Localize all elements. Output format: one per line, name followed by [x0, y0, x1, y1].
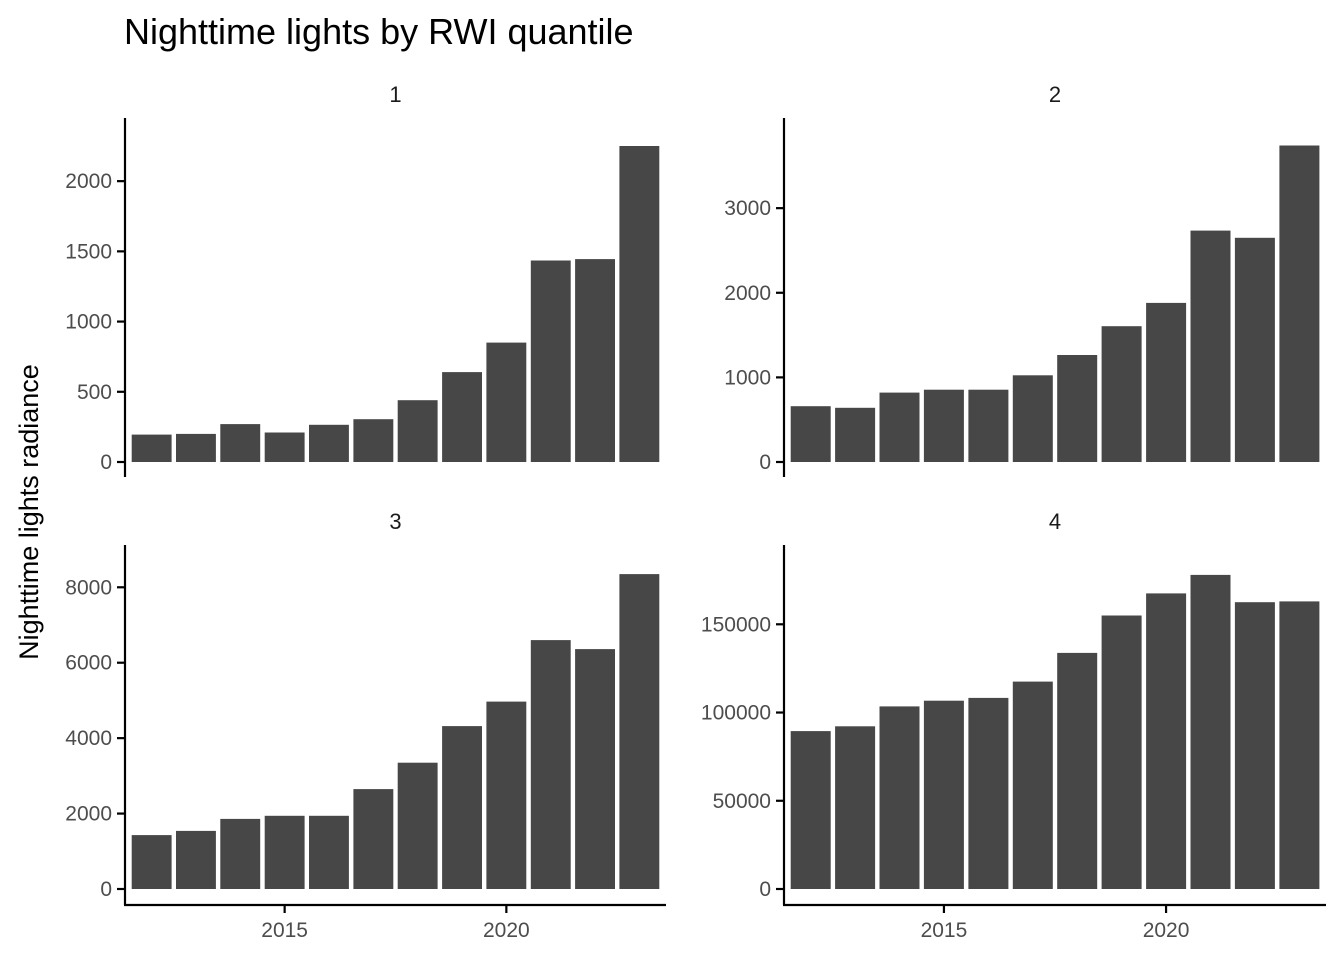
bar-2012: [131, 434, 172, 462]
bar-2018: [397, 400, 438, 462]
bar-2016: [968, 389, 1009, 462]
bar-2015: [264, 815, 305, 889]
bar-2014: [220, 818, 261, 889]
y-tick-label: 8000: [65, 576, 112, 599]
bar-2014: [879, 392, 920, 462]
bar-2023: [619, 146, 660, 462]
y-tick-label: 2000: [65, 803, 112, 826]
facet-strip-label: 1: [389, 82, 401, 107]
bar-2020: [1146, 593, 1187, 889]
y-tick-label: 2000: [724, 282, 771, 305]
bar-2019: [1101, 326, 1142, 462]
bar-2023: [1279, 601, 1320, 889]
y-tick-label: 6000: [65, 652, 112, 675]
bar-2013: [835, 726, 876, 889]
y-tick-label: 3000: [724, 197, 771, 220]
bar-2017: [1012, 681, 1053, 889]
facet-strip-label: 4: [1049, 509, 1061, 534]
bar-2019: [442, 372, 482, 462]
bar-2012: [790, 406, 831, 462]
x-tick-label: 2015: [921, 919, 968, 942]
bar-2021: [1190, 230, 1231, 462]
bar-2020: [486, 342, 527, 462]
y-tick-label: 500: [77, 381, 112, 404]
facet-panel-2: 2 0 1000 2000 3000: [724, 82, 1320, 477]
bar-2021: [530, 260, 571, 462]
bar-2017: [1012, 375, 1053, 462]
bar-2017: [353, 789, 394, 889]
bar-2022: [1234, 237, 1275, 462]
y-tick-label: 1000: [724, 366, 771, 389]
bar-2021: [530, 640, 571, 889]
facet-panel-3: 3 0 2000 4000 6000 8000 2015 2020: [65, 509, 666, 942]
bar-2018: [397, 762, 438, 889]
bar-2018: [1057, 355, 1098, 462]
bar-2019: [442, 726, 482, 889]
bar-2015: [264, 432, 305, 462]
bar-2022: [1234, 602, 1275, 889]
facet-panel-4: 4 0 50000 100000 150000 2015 2020: [701, 509, 1326, 942]
facet-strip-label: 2: [1049, 82, 1061, 107]
bar-2013: [176, 830, 216, 889]
y-tick-label: 2000: [65, 170, 112, 193]
y-tick-label: 4000: [65, 727, 112, 750]
bar-2020: [486, 701, 527, 889]
x-tick-label: 2020: [1143, 919, 1190, 942]
bar-2017: [353, 419, 394, 462]
bar-2023: [1279, 145, 1320, 462]
bar-2012: [790, 731, 831, 889]
bar-2023: [619, 574, 660, 889]
y-axis-label: Nighttime lights radiance: [14, 364, 44, 660]
chart-title: Nighttime lights by RWI quantile: [124, 11, 634, 52]
bar-2016: [968, 697, 1009, 889]
x-tick-label: 2015: [261, 919, 308, 942]
y-tick-label: 1500: [65, 240, 112, 263]
y-tick-label: 0: [100, 878, 112, 901]
y-tick-label: 50000: [713, 790, 771, 813]
bar-2014: [220, 424, 261, 462]
y-tick-label: 0: [759, 451, 771, 474]
y-tick-label: 0: [100, 451, 112, 474]
bar-2022: [575, 259, 615, 462]
facet-panels: 1 0 500 1000 1500 2000 2 0 1000 2000 3000 3 0 2000 400…: [65, 82, 1326, 942]
bar-2020: [1146, 302, 1187, 462]
bar-2012: [131, 835, 172, 889]
bar-2013: [835, 407, 876, 462]
bar-2016: [309, 815, 349, 889]
bar-2015: [923, 389, 964, 462]
bar-2019: [1101, 615, 1142, 889]
y-tick-label: 100000: [701, 702, 771, 725]
bar-2015: [923, 700, 964, 889]
bar-2016: [309, 424, 349, 462]
bar-2022: [575, 649, 615, 889]
y-tick-label: 150000: [701, 613, 771, 636]
bar-2021: [1190, 574, 1231, 889]
facet-strip-label: 3: [389, 509, 401, 534]
y-tick-label: 0: [759, 878, 771, 901]
bar-2013: [176, 433, 216, 462]
y-tick-label: 1000: [65, 311, 112, 334]
bar-2018: [1057, 652, 1098, 889]
x-tick-label: 2020: [483, 919, 530, 942]
bar-2014: [879, 706, 920, 889]
facet-panel-1: 1 0 500 1000 1500 2000: [65, 82, 660, 477]
